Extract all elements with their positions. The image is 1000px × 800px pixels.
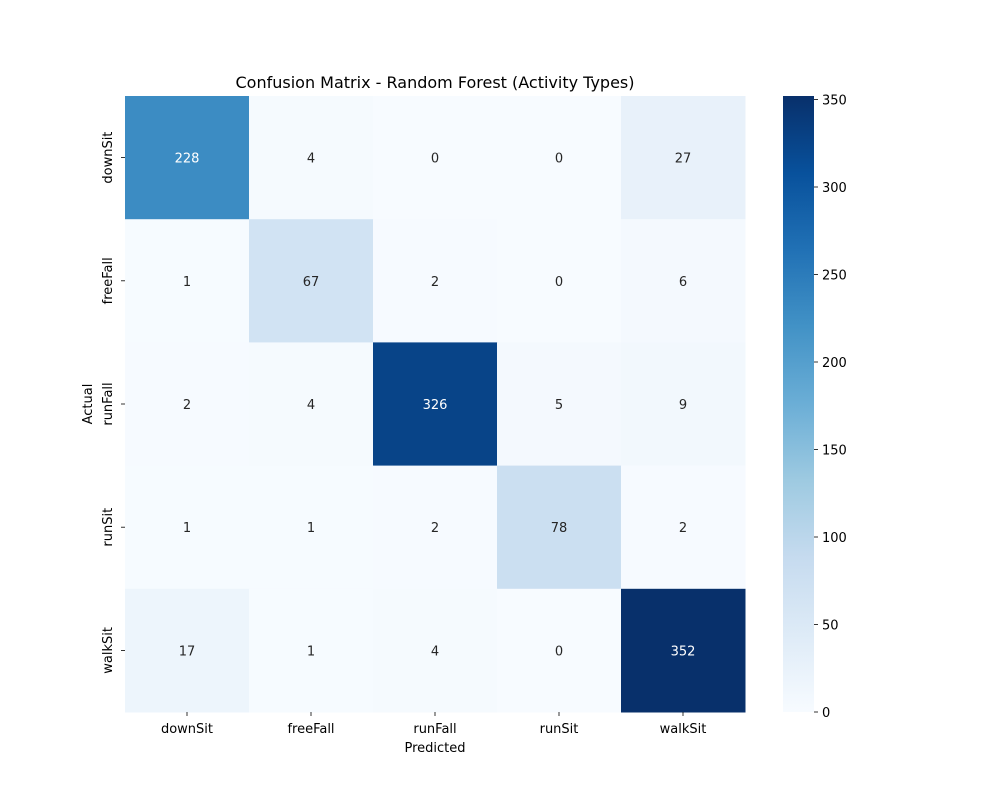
y-tick-label: runFall (101, 382, 116, 425)
colorbar-tick-label: 0 (822, 706, 830, 721)
colorbar-tick-label: 350 (822, 94, 847, 109)
x-tick-label: downSit (161, 722, 213, 737)
cell-value-label: 2 (679, 521, 687, 536)
cell-value-label: 1 (307, 644, 315, 659)
heatmap-cell (497, 219, 622, 343)
cell-value-label: 2 (431, 521, 439, 536)
colorbar-ticks: 0 50 100 150 200 250 300 350 (814, 94, 847, 721)
cell-value-label: 2 (183, 398, 191, 413)
cell-value-label: 9 (679, 398, 687, 413)
cell-value-label: 0 (431, 152, 439, 167)
x-tick-label: walkSit (660, 722, 707, 737)
colorbar-tick-label: 50 (822, 619, 839, 634)
cell-value-label: 6 (679, 275, 687, 290)
cell-value-label: 0 (555, 644, 563, 659)
cell-value-label: 228 (175, 152, 200, 167)
y-tick-label: walkSit (101, 627, 116, 674)
colorbar-tick-label: 150 (822, 444, 847, 459)
colorbar-tick-label: 300 (822, 181, 847, 196)
cell-value-label: 0 (555, 275, 563, 290)
heatmap-cell (125, 342, 250, 467)
heatmap-cell (249, 588, 374, 713)
x-tick-label: freeFall (287, 722, 334, 737)
colorbar-tick-label: 100 (822, 531, 847, 546)
y-tick-label: runSit (101, 508, 116, 547)
heatmap-cell (125, 96, 250, 220)
heatmap-cell (621, 465, 746, 590)
heatmap-cell (497, 588, 622, 713)
cell-value-label: 1 (307, 521, 315, 536)
heatmap-cell (373, 219, 498, 343)
heatmap-cell (621, 588, 746, 713)
heatmap-cell (125, 219, 250, 343)
heatmap-cell (249, 465, 374, 590)
heatmap-cell (125, 465, 250, 590)
heatmap-cell (373, 342, 498, 467)
heatmap-cell (497, 342, 622, 467)
y-tick-label: downSit (101, 132, 116, 184)
y-tick-label: freeFall (101, 257, 116, 304)
cell-value-label: 17 (179, 644, 196, 659)
heatmap-cell (621, 96, 746, 220)
heatmap-cell (373, 588, 498, 713)
x-tick-label: runSit (540, 722, 579, 737)
colorbar-tick-label: 200 (822, 356, 847, 371)
y-axis-ticks: downSit freeFall runFall runSit walkSit (101, 132, 125, 674)
heatmap-cell (249, 342, 374, 467)
colorbar-tick-label: 250 (822, 269, 847, 284)
cell-value-label: 5 (555, 398, 563, 413)
heatmap-cell (125, 588, 250, 713)
cell-value-label: 1 (183, 275, 191, 290)
heatmap-cell (249, 96, 374, 220)
cell-value-label: 1 (183, 521, 191, 536)
colorbar (783, 96, 814, 712)
y-axis-label: Actual (81, 384, 96, 425)
x-axis-ticks: downSit freeFall runFall runSit walkSit (161, 712, 706, 737)
cell-value-label: 352 (671, 644, 696, 659)
heatmap-cell (497, 96, 622, 220)
cell-value-label: 2 (431, 275, 439, 290)
heatmap-cell (249, 219, 374, 343)
heatmap-cell (373, 465, 498, 590)
cell-value-label: 67 (303, 275, 320, 290)
cell-value-label: 4 (431, 644, 439, 659)
cell-value-label: 326 (423, 398, 448, 413)
heatmap-cells (125, 96, 746, 713)
x-tick-label: runFall (413, 722, 456, 737)
heatmap-cell-labels: 228 4 0 0 27 1 67 2 0 6 2 4 326 5 9 1 1 2 78 2 17 1 4 0 352 (175, 152, 696, 660)
cell-value-label: 4 (307, 152, 315, 167)
chart-title: Confusion Matrix - Random Forest (Activi… (236, 73, 635, 92)
cell-value-label: 78 (551, 521, 568, 536)
cell-value-label: 27 (675, 152, 692, 167)
heatmap-cell (373, 96, 498, 220)
cell-value-label: 0 (555, 152, 563, 167)
heatmap-cell (497, 465, 622, 590)
x-axis-label: Predicted (404, 741, 465, 756)
heatmap-cell (621, 342, 746, 467)
heatmap-cell (621, 219, 746, 343)
cell-value-label: 4 (307, 398, 315, 413)
